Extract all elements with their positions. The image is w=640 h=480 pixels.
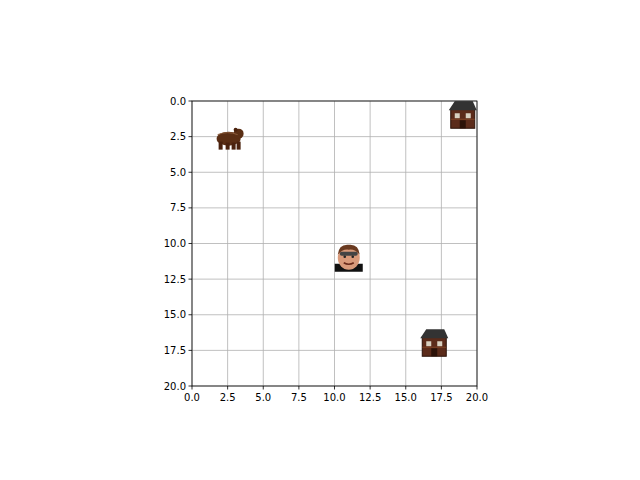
tick-label: 5.0: [255, 392, 271, 403]
tick-label: 15.0: [395, 392, 417, 403]
tick-mark: [189, 279, 193, 280]
tick-label: 17.5: [430, 392, 452, 403]
tick-mark: [192, 386, 193, 390]
tick-label: 7.5: [170, 202, 186, 213]
tick-label: 0.0: [170, 96, 186, 107]
tick-label: 2.5: [170, 131, 186, 142]
tick-mark: [477, 386, 478, 390]
grid-line: [192, 243, 477, 244]
tick-mark: [189, 314, 193, 315]
tick-mark: [189, 101, 193, 102]
grid-line: [192, 172, 477, 173]
tick-label: 5.0: [170, 167, 186, 178]
tick-mark: [189, 172, 193, 173]
tick-mark: [405, 386, 406, 390]
tick-label: 12.5: [359, 392, 381, 403]
tick-label: 15.0: [164, 309, 186, 320]
bear: [217, 128, 244, 150]
tick-label: 10.0: [323, 392, 345, 403]
tick-mark: [441, 386, 442, 390]
tick-label: 0.0: [184, 392, 200, 403]
tick-label: 10.0: [164, 238, 186, 249]
tick-label: 2.5: [220, 392, 236, 403]
tick-mark: [189, 136, 193, 137]
tick-mark: [189, 243, 193, 244]
tick-label: 20.0: [466, 392, 488, 403]
tick-mark: [189, 350, 193, 351]
tick-label: 20.0: [164, 381, 186, 392]
grid-line: [192, 279, 477, 280]
tick-label: 7.5: [291, 392, 307, 403]
tick-mark: [298, 386, 299, 390]
tick-label: 17.5: [164, 345, 186, 356]
tick-mark: [263, 386, 264, 390]
house: [420, 329, 448, 356]
tick-mark: [189, 386, 193, 387]
house: [449, 101, 477, 128]
grid: [192, 101, 477, 386]
tick-label: 12.5: [164, 274, 186, 285]
person: [335, 245, 363, 272]
grid-line: [192, 207, 477, 208]
grid-line: [192, 314, 477, 315]
tick-mark: [189, 207, 193, 208]
figure: 0.02.55.07.510.012.515.017.520.00.02.55.…: [0, 0, 640, 480]
tick-mark: [370, 386, 371, 390]
tick-mark: [227, 386, 228, 390]
tick-mark: [334, 386, 335, 390]
axes-frame: [192, 101, 477, 386]
plot-area: [192, 101, 477, 386]
marks: [217, 101, 477, 356]
